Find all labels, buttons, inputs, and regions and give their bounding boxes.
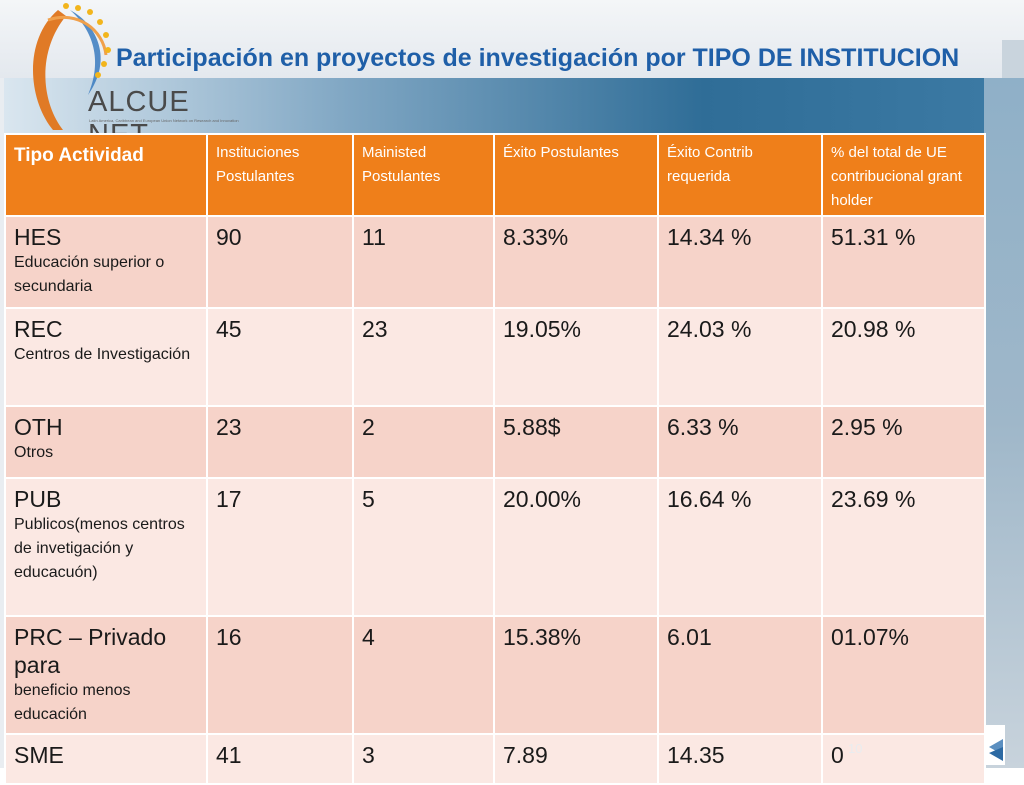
cell-instituciones: 17 <box>206 477 354 617</box>
cell-exito: 7.89 <box>493 733 659 785</box>
cell-pct: 20.98 % <box>821 307 986 407</box>
cell-exito: 19.05% <box>493 307 659 407</box>
header-tipo-actividad: Tipo Actividad <box>4 133 208 217</box>
cell-tipo: SME <box>4 733 208 785</box>
cell-instituciones: 23 <box>206 405 354 479</box>
cell-tipo: PUB Publicos(menos centros de invetigaci… <box>4 477 208 617</box>
cell-mainisted: 2 <box>352 405 495 479</box>
row-desc: Otros <box>14 444 54 461</box>
row-code: HES <box>14 224 62 250</box>
cell-exito: 8.33% <box>493 215 659 309</box>
table-row: OTH Otros 23 2 5.88$ 6.33 % 2.95 % <box>4 405 986 479</box>
cell-contrib: 6.33 % <box>657 405 823 479</box>
header-exito-postulantes: Éxito Postulantes <box>493 133 659 217</box>
cell-mainisted: 4 <box>352 615 495 735</box>
header-background <box>0 0 1024 80</box>
cell-pct: 23.69 % <box>821 477 986 617</box>
table-row: SME 41 3 7.89 14.35 0 <box>4 733 986 785</box>
cell-pct: 2.95 % <box>821 405 986 479</box>
cell-tipo: REC Centros de Investigación <box>4 307 208 407</box>
header-band <box>0 78 1004 134</box>
cell-instituciones: 90 <box>206 215 354 309</box>
cell-contrib: 16.64 % <box>657 477 823 617</box>
cell-mainisted: 23 <box>352 307 495 407</box>
header-exito-contrib: Éxito Contrib requerida <box>657 133 823 217</box>
cell-mainisted: 3 <box>352 733 495 785</box>
row-code: PUB <box>14 486 62 512</box>
cell-pct: 51.31 % <box>821 215 986 309</box>
institution-table: Tipo Actividad Instituciones Postulantes… <box>4 133 986 785</box>
row-code: PRC – Privado para <box>14 624 167 678</box>
cell-pct: 01.07% <box>821 615 986 735</box>
logo-emblem-icon <box>33 3 111 130</box>
page-number: 10 <box>848 741 863 756</box>
cell-mainisted: 11 <box>352 215 495 309</box>
row-code: SME <box>14 742 64 768</box>
table-row: REC Centros de Investigación 45 23 19.05… <box>4 307 986 407</box>
cell-contrib: 6.01 <box>657 615 823 735</box>
cell-tipo: PRC – Privado para beneficio menos educa… <box>4 615 208 735</box>
cell-mainisted: 5 <box>352 477 495 617</box>
row-desc: Centros de Investigación <box>14 346 191 363</box>
right-background <box>984 78 1024 768</box>
cell-contrib: 14.34 % <box>657 215 823 309</box>
cell-pct: 0 <box>821 733 986 785</box>
cell-instituciones: 41 <box>206 733 354 785</box>
header-mainisted: Mainisted Postulantes <box>352 133 495 217</box>
row-code: OTH <box>14 414 63 440</box>
table-row: PRC – Privado para beneficio menos educa… <box>4 615 986 735</box>
cell-contrib: 14.35 <box>657 733 823 785</box>
row-desc: beneficio menos educación <box>14 682 131 723</box>
cell-instituciones: 45 <box>206 307 354 407</box>
table-header-row: Tipo Actividad Instituciones Postulantes… <box>4 133 986 217</box>
table-row: HES Educación superior o secundaria 90 1… <box>4 215 986 309</box>
cell-tipo: OTH Otros <box>4 405 208 479</box>
cell-exito: 20.00% <box>493 477 659 617</box>
left-background-strip <box>0 78 4 768</box>
cell-exito: 15.38% <box>493 615 659 735</box>
cell-tipo: HES Educación superior o secundaria <box>4 215 208 309</box>
header-pct-total: % del total de UE contribucional grant h… <box>821 133 986 217</box>
corner-decoration-icon <box>985 725 1005 765</box>
cell-contrib: 24.03 % <box>657 307 823 407</box>
page-title: Participación en proyectos de investigac… <box>116 44 960 72</box>
cell-exito: 5.88$ <box>493 405 659 479</box>
alcue-net-logo: ALCUE NET Latin America, Caribbean and E… <box>18 0 239 151</box>
row-desc: Educación superior o secundaria <box>14 254 165 295</box>
logo-tagline: Latin America, Caribbean and European Un… <box>89 118 239 123</box>
table-row: PUB Publicos(menos centros de invetigaci… <box>4 477 986 617</box>
row-code: REC <box>14 316 63 342</box>
cell-instituciones: 16 <box>206 615 354 735</box>
header-instituciones: Instituciones Postulantes <box>206 133 354 217</box>
row-desc: Publicos(menos centros de invetigación y… <box>14 516 185 581</box>
